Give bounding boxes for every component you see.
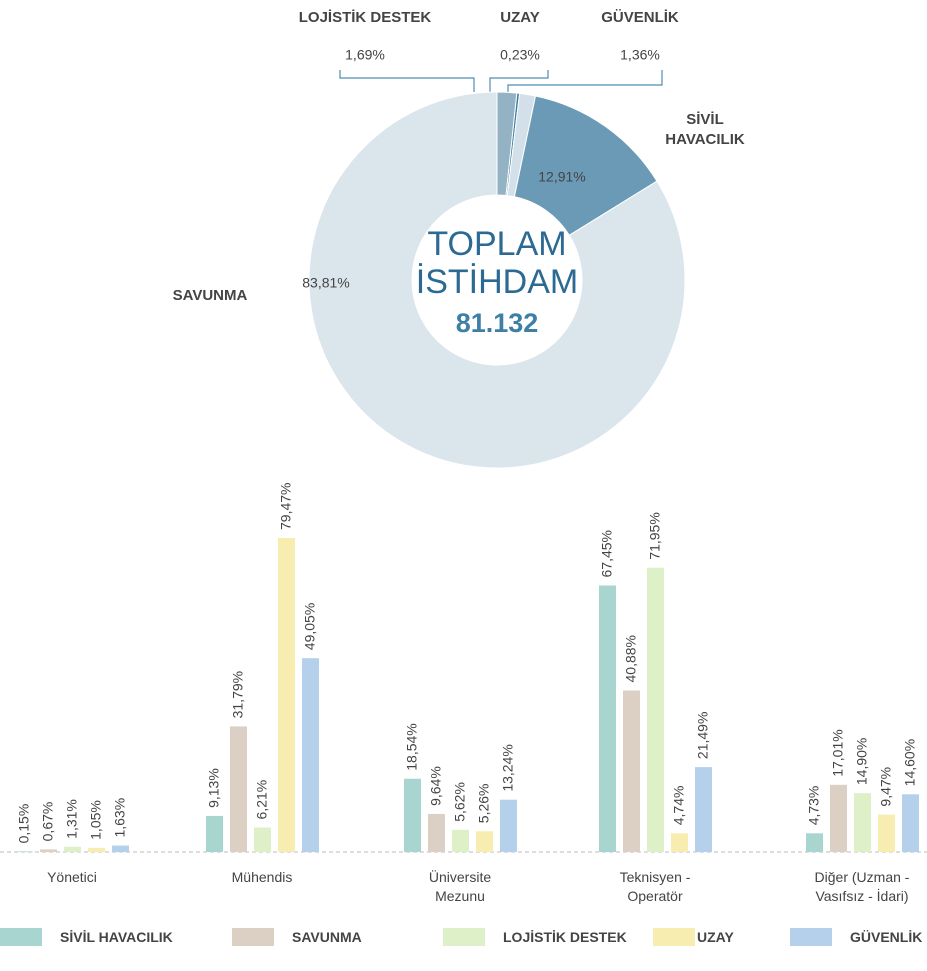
bar — [476, 831, 493, 852]
value-label: 9,47% — [878, 767, 894, 807]
bar — [112, 845, 129, 852]
value-label: 0,23% — [500, 47, 540, 63]
bar — [206, 815, 223, 852]
center-title: TOPLAM — [427, 225, 566, 263]
value-label: 1,05% — [88, 800, 104, 840]
value-label: 67,45% — [599, 530, 615, 577]
bar — [500, 799, 517, 852]
value-label: 0,67% — [40, 802, 56, 842]
value-label: 6,21% — [254, 780, 270, 820]
bar — [902, 794, 919, 852]
value-label: 18,54% — [404, 723, 420, 770]
value-label: 4,73% — [806, 786, 822, 826]
leader-line — [339, 70, 475, 92]
value-label: 5,26% — [476, 784, 492, 824]
bar — [302, 658, 319, 852]
value-label: 9,13% — [206, 768, 222, 808]
leader-lines — [339, 70, 663, 98]
bar — [16, 851, 33, 852]
bar — [40, 849, 57, 852]
bar — [278, 538, 295, 852]
slice-name: LOJİSTİK DESTEK — [298, 9, 432, 26]
value-label: 31,79% — [230, 671, 246, 718]
legend-swatch — [0, 928, 42, 946]
bar — [854, 793, 871, 852]
leader-line — [507, 70, 663, 98]
x-tick-label: Diğer (Uzman - Vasıfsız - İdari) — [814, 869, 910, 904]
bar — [695, 767, 712, 852]
bar — [452, 829, 469, 852]
value-label: 5,62% — [452, 782, 468, 822]
value-label: 21,49% — [695, 712, 711, 759]
value-label: 49,05% — [302, 603, 318, 650]
bar — [647, 567, 664, 852]
legend-label: LOJİSTİK DESTEK — [503, 929, 627, 945]
bar — [230, 726, 247, 852]
legend-label: UZAY — [697, 929, 734, 945]
center-value: 81.132 — [456, 308, 539, 338]
slice-name: GÜVENLİK — [601, 9, 679, 26]
value-label: 1,31% — [64, 799, 80, 839]
value-label: 4,74% — [671, 786, 687, 826]
bar — [623, 690, 640, 852]
bar — [88, 847, 105, 852]
bar — [404, 778, 421, 852]
legend-label: SAVUNMA — [292, 929, 362, 945]
bar — [878, 814, 895, 852]
value-label: 1,63% — [112, 798, 128, 838]
value-label: 1,36% — [620, 47, 660, 63]
x-tick-label: Yönetici — [47, 869, 97, 885]
value-label: 9,64% — [428, 766, 444, 806]
x-tick-label: Teknisyen - Operatör — [619, 869, 691, 904]
value-label: 17,01% — [830, 729, 846, 776]
value-label: 12,91% — [538, 169, 585, 185]
value-label: 0,15% — [16, 804, 32, 844]
value-label: 40,88% — [623, 635, 639, 682]
legend-swatch — [232, 928, 274, 946]
legend-swatch — [653, 928, 695, 946]
value-label: 1,69% — [345, 47, 385, 63]
bar — [671, 833, 688, 852]
bar — [64, 846, 81, 852]
donut-slice — [513, 95, 658, 237]
value-label: 83,81% — [302, 275, 349, 291]
donut-slice — [308, 91, 686, 469]
legend-swatch — [443, 928, 485, 946]
legend-label: SİVİL HAVACILIK — [60, 929, 173, 945]
bar — [830, 784, 847, 852]
center-title: İSTİHDAM — [416, 263, 578, 301]
slice-name: UZAY — [500, 9, 540, 26]
x-tick-label: Mühendis — [231, 869, 293, 885]
bar — [428, 813, 445, 852]
slice-name: SAVUNMA — [172, 287, 248, 304]
legend-swatch — [790, 928, 832, 946]
legend-label: GÜVENLİK — [850, 929, 923, 945]
value-label: 14,90% — [854, 738, 870, 785]
value-label: 13,24% — [500, 744, 516, 791]
bar — [599, 585, 616, 852]
bar — [806, 833, 823, 852]
bar — [254, 827, 271, 852]
value-label: 71,95% — [647, 512, 663, 559]
x-tick-label: Üniversite Mezunu — [428, 869, 492, 904]
slice-name: SİVİL HAVACILIK — [665, 111, 745, 148]
leader-line — [489, 70, 549, 92]
value-label: 79,47% — [278, 483, 294, 530]
value-label: 14,60% — [902, 739, 918, 786]
